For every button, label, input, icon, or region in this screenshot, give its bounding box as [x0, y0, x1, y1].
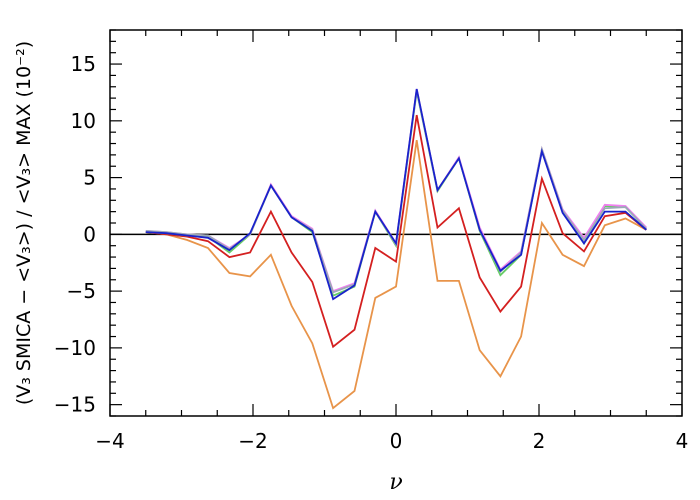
- x-tick-label: −4: [95, 429, 124, 453]
- series-group: [145, 88, 647, 410]
- x-axis-label: ν: [389, 470, 402, 495]
- y-tick-label: −10: [54, 336, 96, 360]
- series-line-6: [145, 88, 647, 301]
- series-line-1: [145, 139, 647, 410]
- x-tick-label: 4: [676, 429, 689, 453]
- y-axis-label: (V₃ SMICA − <V₃>) / <V₃> MAX (10⁻²): [13, 41, 35, 405]
- series-line-3: [145, 91, 647, 297]
- y-tick-label: 15: [71, 52, 96, 76]
- y-tick-label: 5: [83, 166, 96, 190]
- axis-ticks: [109, 29, 683, 417]
- x-tick-label: 2: [533, 429, 546, 453]
- y-tick-label: 10: [71, 109, 96, 133]
- y-tick-label: 0: [83, 222, 96, 246]
- y-tick-label: −5: [67, 279, 96, 303]
- x-tick-label: 0: [390, 429, 403, 453]
- series-line-2: [145, 114, 647, 349]
- tick-labels: −4 −2 0 2 4 −15 −10 −5 0 5 10 15: [54, 52, 689, 453]
- x-tick-label: −2: [238, 429, 267, 453]
- y-tick-label: −15: [54, 393, 96, 417]
